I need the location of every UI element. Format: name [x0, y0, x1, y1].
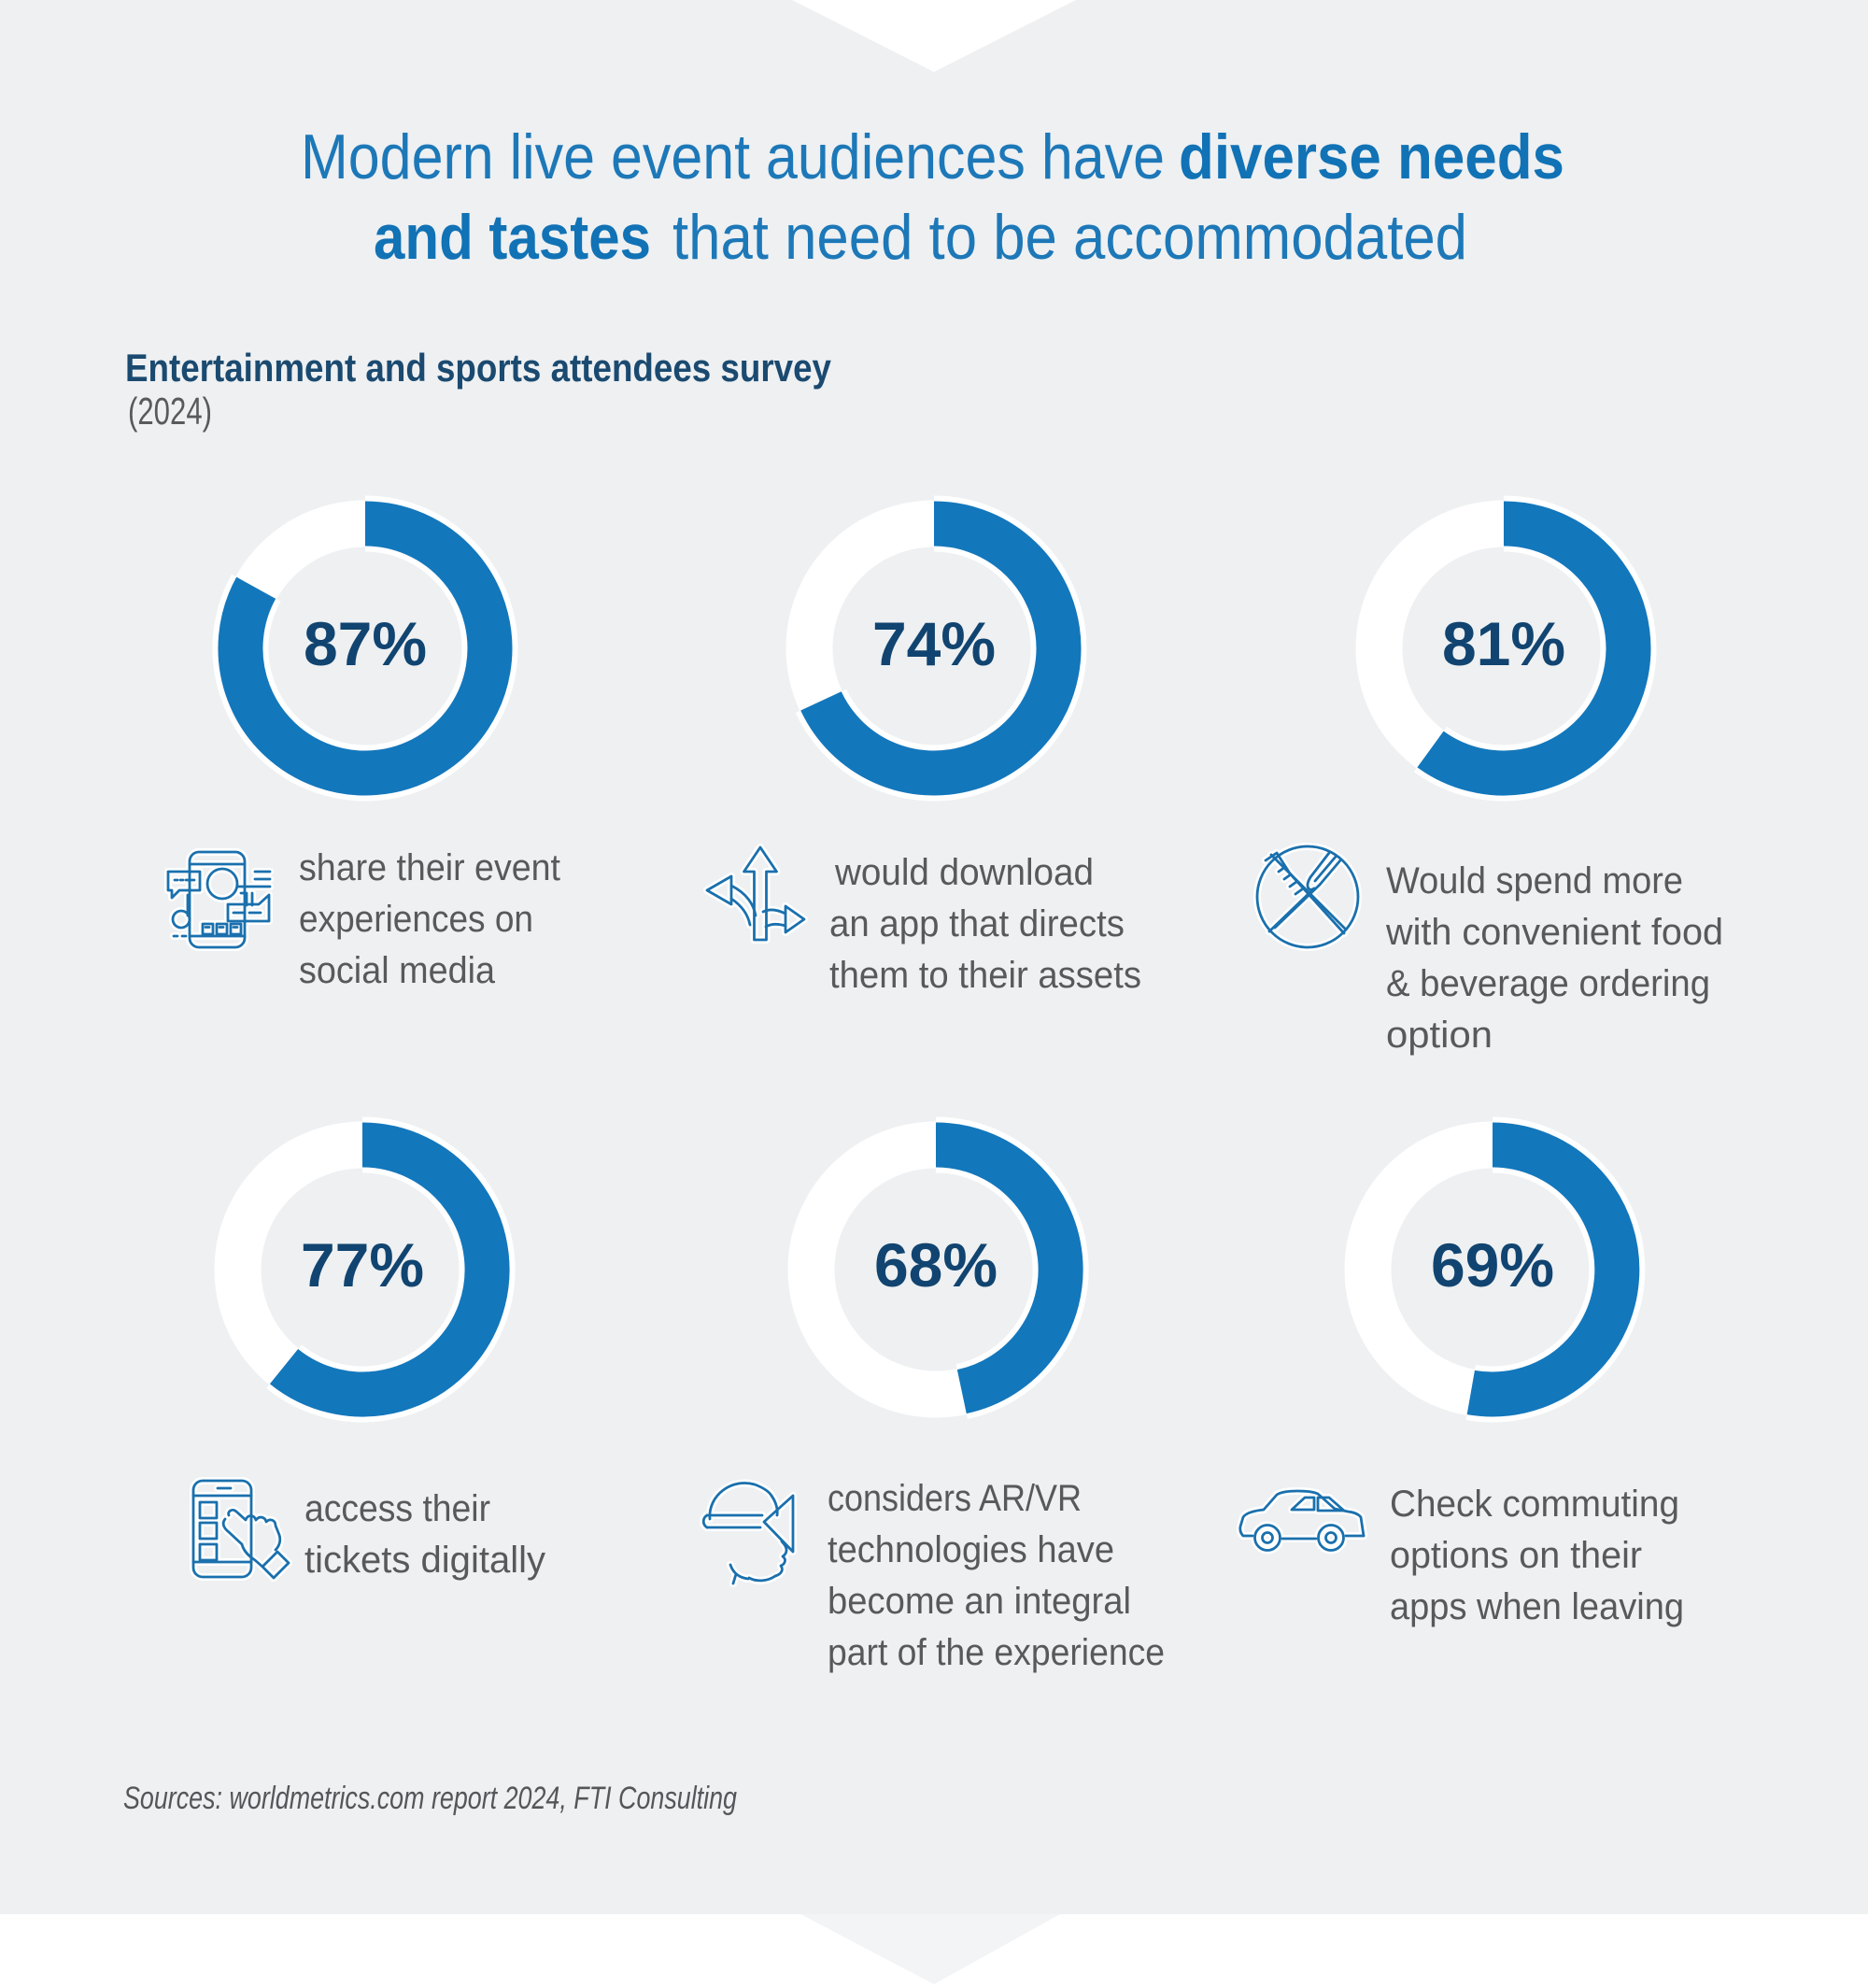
- svg-text:an app that directs: an app that directs: [829, 903, 1125, 944]
- svg-text:Would spend more: Would spend more: [1386, 860, 1683, 902]
- svg-text:apps when leaving: apps when leaving: [1390, 1586, 1684, 1627]
- svg-text:diverse needs: diverse needs: [1179, 121, 1564, 192]
- svg-text:69%: 69%: [1431, 1230, 1554, 1299]
- svg-text:81%: 81%: [1442, 609, 1565, 678]
- svg-text:& beverage ordering: & beverage ordering: [1386, 963, 1710, 1004]
- svg-text:become an integral: become an integral: [828, 1581, 1131, 1622]
- svg-text:tickets digitally: tickets digitally: [304, 1540, 545, 1581]
- svg-text:that need to be accommodated: that need to be accommodated: [672, 202, 1467, 273]
- svg-text:Entertainment and sports atten: Entertainment and sports attendees surve…: [125, 346, 832, 390]
- svg-text:social media: social media: [299, 950, 496, 991]
- svg-text:74%: 74%: [872, 609, 996, 678]
- svg-text:access their: access their: [304, 1488, 490, 1529]
- svg-text:option: option: [1386, 1015, 1493, 1056]
- svg-text:them to their assets: them to their assets: [829, 955, 1141, 996]
- svg-text:and tastes: and tastes: [374, 202, 651, 273]
- svg-text:87%: 87%: [304, 609, 427, 678]
- svg-text:experiences on: experiences on: [299, 899, 533, 940]
- svg-text:Sources: worldmetrics.com repo: Sources: worldmetrics.com report 2024, F…: [123, 1781, 737, 1816]
- svg-text:68%: 68%: [874, 1230, 998, 1299]
- svg-text:considers AR/VR: considers AR/VR: [828, 1478, 1082, 1519]
- svg-text:Check commuting: Check commuting: [1390, 1484, 1679, 1525]
- svg-text:technologies have: technologies have: [828, 1529, 1114, 1570]
- svg-text:options on their: options on their: [1390, 1535, 1642, 1576]
- svg-text:would download: would download: [834, 852, 1094, 893]
- svg-text:(2024): (2024): [128, 390, 212, 433]
- svg-text:share their event: share their event: [299, 847, 560, 888]
- svg-text:Modern live event audiences ha: Modern live event audiences have: [301, 121, 1165, 192]
- svg-text:with convenient food: with convenient food: [1385, 912, 1723, 953]
- svg-text:77%: 77%: [301, 1230, 424, 1299]
- svg-text:part of the experience: part of the experience: [828, 1632, 1165, 1673]
